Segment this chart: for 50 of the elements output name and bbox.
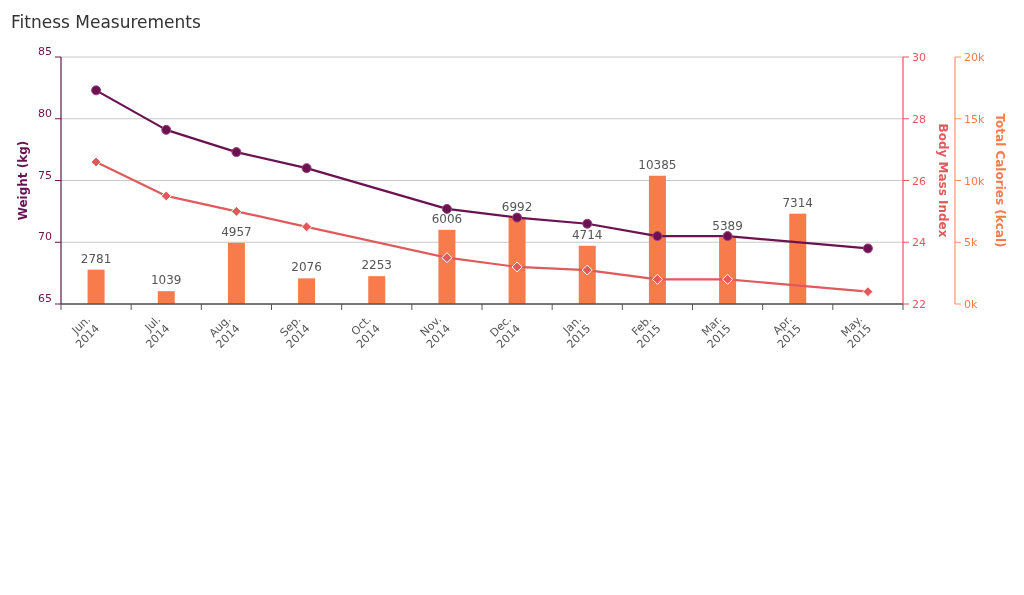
- y3-tick-label: 15k: [964, 112, 985, 126]
- point: [722, 273, 734, 285]
- y3-axis-title: Total Calories (kcal): [993, 113, 1007, 248]
- bar: [438, 229, 456, 304]
- y2-tick-label: 28: [912, 112, 926, 126]
- point: [651, 273, 663, 285]
- point: [301, 221, 313, 233]
- data-label: 7314: [782, 195, 814, 210]
- point: [511, 261, 523, 273]
- bar: [298, 278, 316, 304]
- y3-tick-label: 0k: [964, 298, 978, 311]
- data-label: 6006: [431, 211, 463, 226]
- y2-tick-label: 30: [912, 51, 926, 64]
- point: [862, 286, 874, 298]
- y-tick-label: 65: [38, 292, 52, 305]
- data-label: 4957: [221, 224, 252, 239]
- bar: [648, 175, 666, 304]
- y2-tick-label: 26: [912, 174, 926, 188]
- y2-tick-label: 24: [912, 236, 926, 250]
- y3-tick-label: 10k: [964, 174, 985, 188]
- bar: [789, 213, 807, 304]
- bar: [157, 291, 175, 304]
- y2-axis-title: Body Mass Index: [936, 123, 950, 238]
- chart-title: Fitness Measurements: [11, 12, 201, 32]
- y3-tick-label: 20k: [964, 51, 985, 64]
- bar: [227, 242, 245, 304]
- point: [581, 264, 593, 276]
- data-label: 1039: [150, 273, 182, 288]
- point: [160, 190, 172, 202]
- point: [90, 156, 102, 168]
- data-label: 4714: [571, 227, 603, 242]
- y-tick-label: 80: [38, 106, 52, 120]
- bar: [87, 269, 105, 304]
- y3-tick-label: 5k: [964, 236, 978, 250]
- point: [441, 252, 453, 264]
- y-axis-title: Weight (kg): [16, 140, 30, 221]
- data-label: 2781: [80, 251, 112, 266]
- y-tick-label: 70: [38, 230, 52, 244]
- y2-tick-label: 22: [912, 298, 926, 311]
- bar: [368, 276, 386, 304]
- data-label: 2076: [291, 260, 322, 275]
- data-label: 2253: [361, 258, 393, 273]
- data-label: 5389: [712, 219, 743, 234]
- y-tick-label: 75: [38, 168, 52, 182]
- data-label: 6992: [501, 199, 533, 214]
- bar: [508, 217, 526, 304]
- y-tick-label: 85: [38, 45, 52, 58]
- data-label: 10385: [638, 157, 677, 172]
- point: [230, 205, 242, 217]
- bar: [578, 245, 596, 304]
